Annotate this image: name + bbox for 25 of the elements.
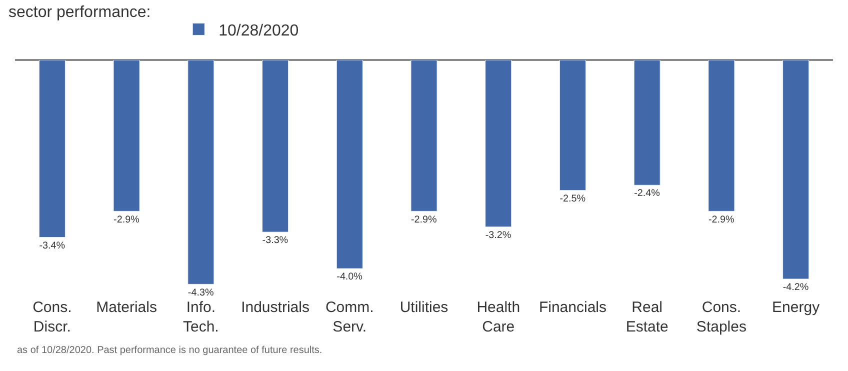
data-label: -3.4%: [39, 240, 66, 252]
x-tick-label: Cons. Discr.: [32, 299, 72, 336]
data-label: -2.5%: [560, 193, 586, 204]
x-tick-label: Cons. Staples: [696, 299, 746, 336]
data-label: -3.3%: [262, 235, 288, 246]
x-tick-label: Comm. Serv.: [325, 299, 374, 336]
data-label: -4.0%: [336, 272, 363, 283]
x-tick-label: Utilities: [400, 299, 448, 316]
data-label: -4.3%: [188, 287, 214, 298]
legend-label: 10/28/2020: [218, 22, 299, 40]
data-label: -2.9%: [114, 214, 140, 226]
data-label: -2.9%: [411, 214, 438, 226]
x-tick-label: Materials: [96, 299, 157, 316]
data-label: -3.2%: [485, 230, 512, 241]
x-tick-label: Info. Tech.: [182, 299, 219, 336]
text: as of 10/28/2020. Past performance is no guarantee of future results.: [17, 345, 322, 356]
x-tick-label: Energy: [772, 299, 820, 316]
data-label: -4.2%: [782, 282, 809, 294]
x-tick-label: Industrials: [241, 299, 310, 316]
data-label: -2.9%: [708, 214, 734, 226]
x-tick-label: Health Care: [476, 299, 520, 336]
data-label: -2.4%: [634, 188, 660, 200]
chart-title: sector performance:: [8, 4, 151, 21]
x-tick-label: Financials: [538, 299, 606, 316]
x-tick-label: Real Estate: [626, 299, 668, 336]
